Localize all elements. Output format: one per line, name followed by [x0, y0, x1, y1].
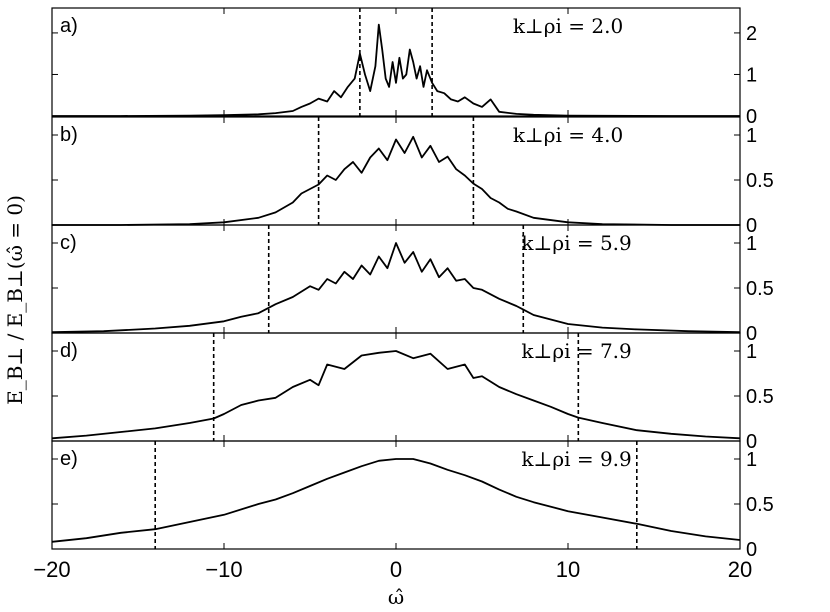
panel-label: d) — [60, 340, 78, 362]
panel-frame — [51, 7, 741, 117]
spectrum-series-line — [52, 23, 740, 117]
spectrum-series-line — [51, 458, 741, 543]
y-tick-label: 2 — [746, 23, 757, 45]
x-tick-label: 0 — [390, 557, 402, 582]
panel-label: e) — [60, 448, 78, 470]
y-tick-label: 1 — [746, 64, 757, 86]
x-tick-label: 10 — [556, 557, 580, 582]
wavenumber-annotation: k⊥ρi = 4.0 — [513, 123, 623, 147]
x-tick-label: −10 — [205, 557, 242, 582]
y-tick-label: 0.5 — [746, 170, 774, 192]
wavenumber-annotation: k⊥ρi = 5.9 — [521, 231, 631, 255]
y-axis-label: E_B⊥ / E_B⊥(ω̂ = 0) — [3, 195, 27, 405]
y-tick-label: 0.5 — [746, 494, 774, 516]
y-tick-label: 1 — [746, 125, 757, 147]
x-axis-label: ω̂ — [388, 585, 404, 609]
wavenumber-annotation: k⊥ρi = 9.9 — [521, 447, 631, 471]
y-tick-label: 0 — [746, 431, 757, 453]
panel: 0 0.5 1 b) k⊥ρi = 4.0 — [51, 116, 774, 237]
panel-label: b) — [60, 124, 78, 146]
spectrum-series-line — [51, 350, 741, 440]
x-axis: −20 −10 0 10 20 — [33, 557, 752, 582]
x-tick-label: 20 — [728, 557, 752, 582]
panel: 0 0.5 1 d) k⊥ρi = 7.9 — [51, 332, 774, 453]
wavenumber-annotation: k⊥ρi = 2.0 — [513, 14, 623, 38]
y-tick-label: 1 — [746, 449, 757, 471]
y-tick-label: 0 — [746, 323, 757, 345]
y-tick-label: 1 — [746, 341, 757, 363]
panel-frame — [51, 116, 741, 226]
y-tick-label: 0.5 — [746, 278, 774, 300]
spectrum-series-line — [51, 242, 741, 333]
panel-frame — [51, 224, 741, 334]
panel-label: c) — [60, 232, 77, 254]
x-tick-label: −20 — [33, 557, 70, 582]
panel: 0 0.5 1 c) k⊥ρi = 5.9 — [51, 224, 774, 345]
panel: 0 1 2 a) k⊥ρi = 2.0 — [51, 7, 757, 128]
panel: 0 0.5 1 e) k⊥ρi = 9.9 — [51, 440, 774, 561]
y-tick-label: 0.5 — [746, 386, 774, 408]
wavenumber-annotation: k⊥ρi = 7.9 — [521, 339, 631, 363]
y-tick-label: 1 — [746, 233, 757, 255]
y-tick-label: 0 — [746, 106, 757, 128]
spectrum-series-line — [52, 135, 740, 226]
panel-label: a) — [60, 15, 78, 37]
y-tick-label: 0 — [746, 215, 757, 237]
y-tick-label: 0 — [746, 539, 757, 561]
panel-frame — [51, 332, 741, 442]
